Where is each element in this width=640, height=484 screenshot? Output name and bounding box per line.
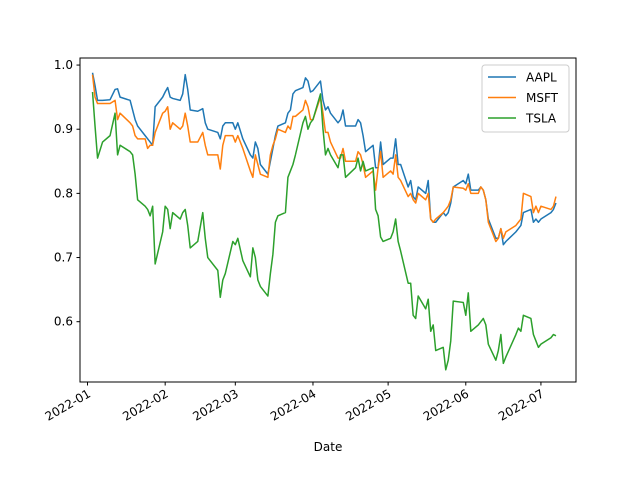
legend-box bbox=[481, 64, 570, 133]
legend-label-tsla: TSLA bbox=[525, 112, 557, 126]
legend: AAPL MSFT TSLA bbox=[481, 64, 570, 133]
x-axis-label: Date bbox=[314, 440, 343, 454]
series-line-tsla bbox=[91, 91, 557, 371]
legend-label-msft: MSFT bbox=[526, 91, 559, 105]
series-lines bbox=[91, 72, 557, 371]
series-line-msft bbox=[91, 74, 557, 243]
y-tick-label: 0.6 bbox=[54, 315, 73, 329]
y-tick-label: 0.7 bbox=[54, 251, 73, 265]
y-tick-label: 0.8 bbox=[54, 186, 73, 200]
y-tick-label: 0.9 bbox=[54, 122, 73, 136]
legend-label-aapl: AAPL bbox=[526, 71, 557, 85]
y-axis: 0.6 0.7 0.8 0.9 1.0 bbox=[54, 58, 80, 329]
y-tick-label: 1.0 bbox=[54, 58, 73, 72]
plot-frame bbox=[79, 57, 577, 383]
